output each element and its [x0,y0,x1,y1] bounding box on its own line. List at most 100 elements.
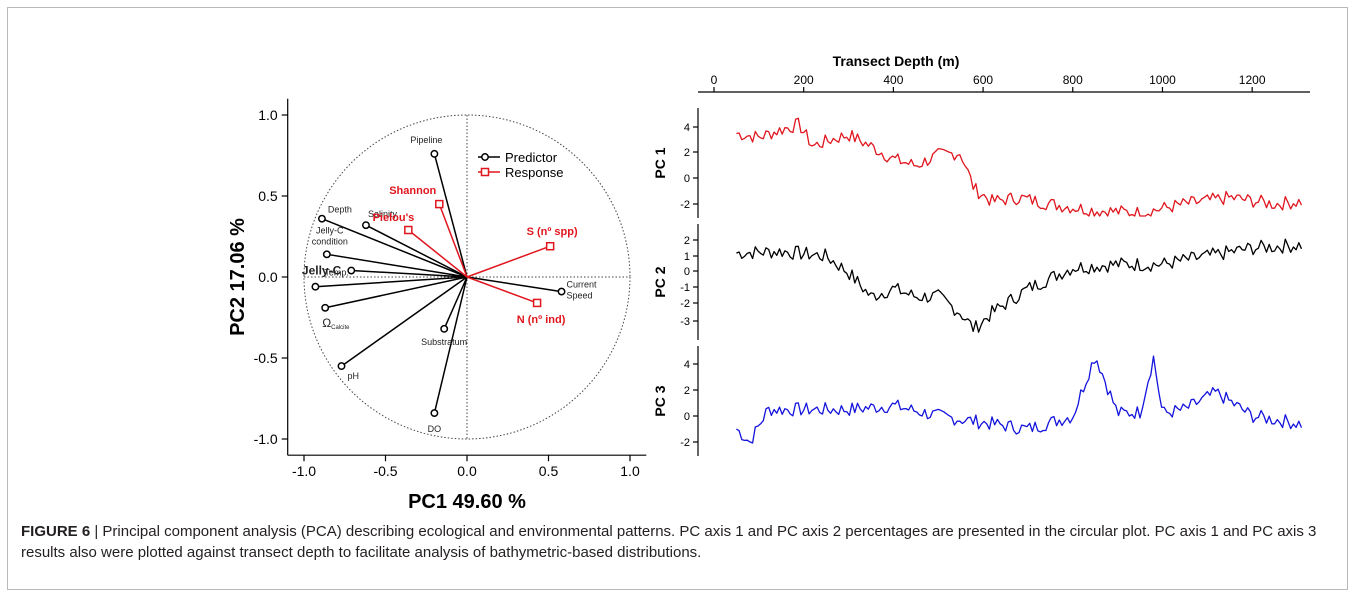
panel-y-tick-label: 2 [684,235,690,247]
figure-frame [7,7,1348,590]
depth-tick-label: 600 [973,73,993,87]
point-label-temp: Temp. [324,268,349,278]
pca-biplot: -1.0 -0.5 0.0 0.5 1.0 -1.0 -0.5 0.0 0.5 1.0 PC1 49… [227,98,647,513]
y-axis-title: PC2 17.06 % [227,218,249,336]
panel-y-tick-label: 0 [684,411,690,423]
loading-vector-n-n-ind [466,276,538,304]
panel-y-tick-label: 4 [684,122,690,134]
point-label-line: Speed [567,291,593,301]
loading-vector-shannon [438,203,468,278]
response-point-s-n-spp [545,241,555,251]
point-label-pielou-s: Pielou's [373,212,415,224]
point-label-item: ΩCalcite [322,316,350,331]
point-label-pipeline: Pipeline [410,135,442,145]
point-label-jelly-c: Jelly-C [302,264,342,278]
depth-tick-label: 1000 [1149,73,1176,87]
legend-marker-response [480,167,490,177]
loading-vector-s-n-spp [466,245,551,278]
point-label-salinity: Salinity [368,209,398,219]
loading-vector-item [325,276,468,309]
legend-label-response: Response [505,165,564,180]
point-label-current-speed: Current Speed [567,280,598,301]
predictor-point-item [321,303,330,312]
response-point-n-n-ind [532,298,542,308]
x-tick-label: 1.0 [620,463,640,479]
loading-vector-jelly-c [351,269,468,278]
x-tick-label: 0.5 [539,463,559,479]
point-label-line: condition [312,236,348,246]
point-label-do: DO [428,424,442,434]
y-tick-label: -0.5 [254,350,278,366]
x-axis-title: PC1 49.60 % [408,491,526,513]
loading-vector-depth [321,217,468,278]
depth-tick-label: 200 [794,73,814,87]
loading-vector-salinity [365,224,468,278]
depth-axis-title: Transect Depth (m) [833,53,960,69]
panel-pc-1: 4 2 0 -2 PC 1 [652,108,1303,218]
depth-tick-label: 400 [883,73,903,87]
panel-pc-3: 4 2 0 -2 PC 3 [652,346,1303,456]
predictor-point-ph [337,362,346,371]
y-tick-label: 1.0 [258,107,278,123]
point-label-subscript: Calcite [331,325,350,331]
predictor-point-current-speed [557,287,566,296]
point-label-ph: pH [347,371,359,381]
panel-y-tick-label: -1 [680,282,690,294]
depth-tick-label: 1200 [1239,73,1266,87]
panel-y-tick-label: 0 [684,266,690,278]
point-label-s-n-spp: S (nº spp) [527,226,578,238]
panel-y-tick-label: 0 [684,173,690,185]
caption-label: FIGURE 6 [21,523,91,540]
panel-y-tick-label: 2 [684,147,690,159]
y-tick-label: 0.5 [258,188,278,204]
loading-vector-temp [315,276,468,288]
panel-y-tick-label: 1 [684,251,690,263]
predictor-point-do [430,409,439,418]
panel-y-tick-label: -2 [680,437,690,449]
point-label-jelly-c-condition: Jelly-C condition [312,225,348,246]
point-label-line: Current [567,280,598,290]
panel-pc-2: 2 1 0 -1 -2 -3 PC 2 [652,224,1303,340]
legend-label-predictor: Predictor [505,150,558,165]
x-tick-label: -0.5 [373,463,397,479]
point-label-shannon: Shannon [389,185,436,197]
point-label-depth: Depth [328,205,352,215]
predictor-point-substratum [440,324,449,333]
depth-tick-label: 0 [711,73,718,87]
panel-y-tick-label: -2 [680,298,690,310]
panel-y-tick-label: -2 [680,199,690,211]
predictor-point-jelly-c [347,266,356,275]
y-tick-label: -1.0 [254,431,278,447]
panel-y-tick-label: 4 [684,359,690,371]
predictor-point-depth [317,214,326,223]
loading-vector-current-speed [466,276,562,293]
series-line-pc-3 [736,355,1303,444]
predictor-point-temp [311,282,320,291]
point-label-n-n-ind: N (nº ind) [517,314,566,326]
point-label-line: Jelly-C [316,225,344,235]
depth-tick-label: 800 [1063,73,1083,87]
figure-caption: FIGURE 6 | Principal component analysis … [21,521,1341,563]
panel-y-tick-label: 2 [684,385,690,397]
x-tick-label: -1.0 [292,463,316,479]
loading-vector-substratum [443,276,468,330]
loading-vector-ph [341,276,468,367]
panel-y-tick-label: -3 [680,316,690,328]
x-tick-label: 0.0 [457,463,477,479]
caption-text: Principal component analysis (PCA) descr… [21,523,1317,561]
y-tick-label: 0.0 [258,269,278,285]
caption-separator: | [90,523,103,540]
response-point-shannon [435,199,444,209]
legend-marker-predictor [481,153,489,161]
series-line-pc-1 [736,117,1303,217]
loading-vector-pielou-s [407,229,468,278]
predictor-point-jelly-c-condition [322,250,331,259]
loading-vector-jelly-c-condition [326,253,468,278]
predictor-point-pipeline [430,149,439,158]
series-line-pc-2 [736,238,1303,333]
loading-vector-do [433,276,468,414]
panel-y-axis-title: PC 3 [652,385,668,416]
